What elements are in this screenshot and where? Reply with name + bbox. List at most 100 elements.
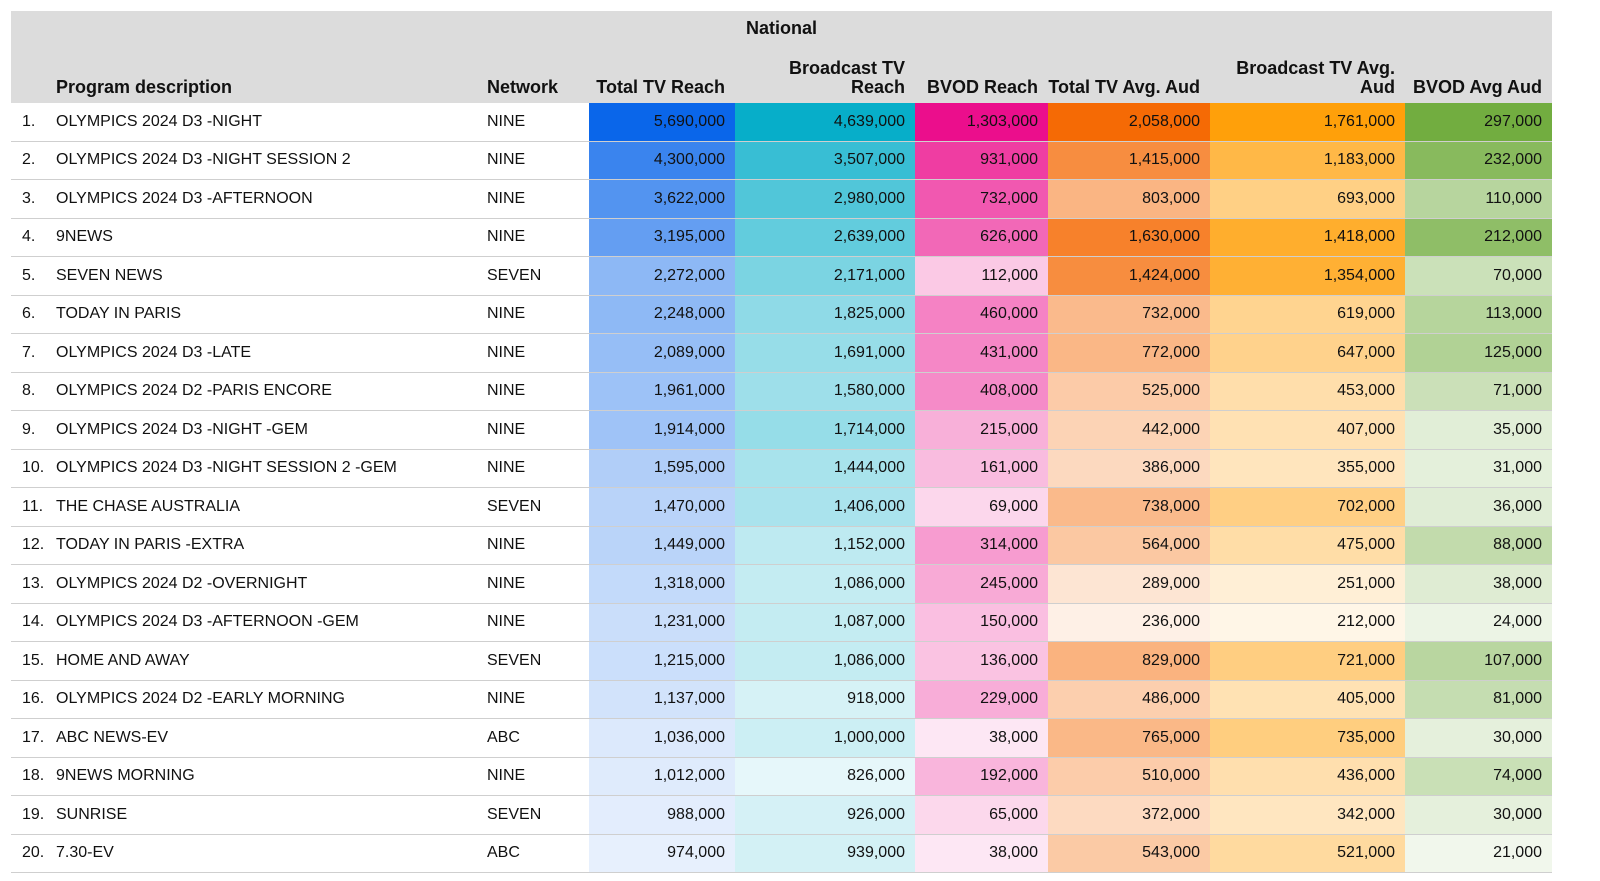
broadcast-tv-avg-aud-cell: 693,000: [1210, 179, 1405, 219]
total-tv-reach-cell: 1,318,000: [589, 564, 735, 604]
column-header-broadcast-tv-reach: Broadcast TV Reach: [735, 46, 915, 103]
total-tv-avg-aud-cell: 543,000: [1048, 834, 1210, 873]
group-header-row: National: [11, 11, 1552, 46]
total-tv-avg-aud-cell: 372,000: [1048, 795, 1210, 835]
bvod-reach-cell: 460,000: [915, 295, 1048, 334]
rank-cell: 17.: [11, 718, 56, 758]
table-row: 11. THE CHASE AUSTRALIA SEVEN 1,470,000 1,40…: [11, 487, 1552, 527]
network-cell: NINE: [487, 179, 589, 219]
broadcast-tv-avg-aud-cell: 721,000: [1210, 641, 1405, 681]
broadcast-tv-avg-aud-cell: 1,354,000: [1210, 256, 1405, 296]
column-header-broadcast-tv-avg-aud: Broadcast TV Avg. Aud: [1210, 46, 1405, 103]
table-row: 1. OLYMPICS 2024 D3 -NIGHT NINE 5,690,000 4,…: [11, 103, 1552, 142]
bvod-avg-aud-cell: 125,000: [1405, 333, 1552, 373]
broadcast-tv-reach-cell: 1,086,000: [735, 564, 915, 604]
bvod-reach-cell: 192,000: [915, 757, 1048, 796]
rank-cell: 16.: [11, 680, 56, 719]
program-cell: OLYMPICS 2024 D2 -OVERNIGHT: [56, 564, 487, 604]
network-cell: NINE: [487, 141, 589, 180]
total-tv-reach-cell: 1,012,000: [589, 757, 735, 796]
broadcast-tv-avg-aud-cell: 475,000: [1210, 526, 1405, 565]
ratings-table: National Program description Network Tot…: [11, 11, 1552, 873]
broadcast-tv-reach-cell: 1,444,000: [735, 449, 915, 488]
rank-cell: 7.: [11, 333, 56, 373]
table-row: 15. HOME AND AWAY SEVEN 1,215,000 1,086,000 1…: [11, 641, 1552, 681]
network-cell: NINE: [487, 757, 589, 796]
program-cell: OLYMPICS 2024 D2 -PARIS ENCORE: [56, 372, 487, 411]
total-tv-avg-aud-cell: 442,000: [1048, 410, 1210, 450]
broadcast-tv-avg-aud-cell: 647,000: [1210, 333, 1405, 373]
bvod-reach-cell: 1,303,000: [915, 103, 1048, 142]
rank-cell: 5.: [11, 256, 56, 296]
program-cell: OLYMPICS 2024 D3 -NIGHT: [56, 103, 487, 142]
rank-cell: 15.: [11, 641, 56, 681]
broadcast-tv-reach-cell: 1,406,000: [735, 487, 915, 527]
program-cell: OLYMPICS 2024 D3 -NIGHT SESSION 2 -GEM: [56, 449, 487, 488]
broadcast-tv-avg-aud-cell: 521,000: [1210, 834, 1405, 873]
bvod-avg-aud-cell: 71,000: [1405, 372, 1552, 411]
bvod-reach-cell: 215,000: [915, 410, 1048, 450]
total-tv-avg-aud-cell: 738,000: [1048, 487, 1210, 527]
network-cell: NINE: [487, 333, 589, 373]
table-row: 18. 9NEWS MORNING NINE 1,012,000 826,000 192,…: [11, 757, 1552, 796]
column-header-bvod-avg-aud: BVOD Avg Aud: [1405, 46, 1552, 103]
column-header-row: Program description Network Total TV Rea…: [11, 46, 1552, 103]
total-tv-avg-aud-cell: 1,630,000: [1048, 218, 1210, 257]
bvod-avg-aud-cell: 107,000: [1405, 641, 1552, 681]
network-cell: NINE: [487, 564, 589, 604]
total-tv-reach-cell: 2,272,000: [589, 256, 735, 296]
broadcast-tv-avg-aud-cell: 436,000: [1210, 757, 1405, 796]
bvod-reach-cell: 732,000: [915, 179, 1048, 219]
table-row: 12. TODAY IN PARIS -EXTRA NINE 1,449,000 1,1…: [11, 526, 1552, 565]
table-row: 4. 9NEWS NINE 3,195,000 2,639,000 626,000 1,63…: [11, 218, 1552, 257]
column-header-total-tv-avg-aud: Total TV Avg. Aud: [1048, 46, 1210, 103]
rank-cell: 9.: [11, 410, 56, 450]
table-row: 13. OLYMPICS 2024 D2 -OVERNIGHT NINE 1,318,…: [11, 564, 1552, 604]
broadcast-tv-reach-cell: 3,507,000: [735, 141, 915, 180]
broadcast-tv-reach-cell: 2,639,000: [735, 218, 915, 257]
bvod-avg-aud-cell: 110,000: [1405, 179, 1552, 219]
program-cell: OLYMPICS 2024 D3 -AFTERNOON -GEM: [56, 603, 487, 642]
total-tv-reach-cell: 4,300,000: [589, 141, 735, 180]
network-cell: ABC: [487, 834, 589, 873]
rank-cell: 18.: [11, 757, 56, 796]
table-row: 17. ABC NEWS-EV ABC 1,036,000 1,000,000 38,00…: [11, 718, 1552, 758]
bvod-avg-aud-cell: 31,000: [1405, 449, 1552, 488]
bvod-avg-aud-cell: 232,000: [1405, 141, 1552, 180]
total-tv-reach-cell: 2,248,000: [589, 295, 735, 334]
program-cell: OLYMPICS 2024 D3 -AFTERNOON: [56, 179, 487, 219]
total-tv-avg-aud-cell: 1,415,000: [1048, 141, 1210, 180]
bvod-reach-cell: 245,000: [915, 564, 1048, 604]
network-cell: NINE: [487, 680, 589, 719]
rank-cell: 1.: [11, 103, 56, 142]
broadcast-tv-avg-aud-cell: 407,000: [1210, 410, 1405, 450]
bvod-reach-cell: 38,000: [915, 718, 1048, 758]
program-cell: SEVEN NEWS: [56, 256, 487, 296]
network-cell: SEVEN: [487, 641, 589, 681]
rank-cell: 12.: [11, 526, 56, 565]
total-tv-avg-aud-cell: 765,000: [1048, 718, 1210, 758]
bvod-avg-aud-cell: 74,000: [1405, 757, 1552, 796]
rank-cell: 13.: [11, 564, 56, 604]
total-tv-avg-aud-cell: 525,000: [1048, 372, 1210, 411]
total-tv-avg-aud-cell: 772,000: [1048, 333, 1210, 373]
broadcast-tv-reach-cell: 1,825,000: [735, 295, 915, 334]
column-header-total-tv-reach: Total TV Reach: [589, 46, 735, 103]
table-row: 5. SEVEN NEWS SEVEN 2,272,000 2,171,000 112,0…: [11, 256, 1552, 296]
bvod-reach-cell: 626,000: [915, 218, 1048, 257]
column-header-rank: [11, 46, 56, 103]
total-tv-avg-aud-cell: 1,424,000: [1048, 256, 1210, 296]
network-cell: NINE: [487, 295, 589, 334]
bvod-avg-aud-cell: 30,000: [1405, 718, 1552, 758]
network-cell: NINE: [487, 449, 589, 488]
network-cell: SEVEN: [487, 256, 589, 296]
network-cell: NINE: [487, 218, 589, 257]
bvod-avg-aud-cell: 24,000: [1405, 603, 1552, 642]
table-row: 16. OLYMPICS 2024 D2 -EARLY MORNING NINE 1,…: [11, 680, 1552, 719]
program-cell: OLYMPICS 2024 D3 -NIGHT -GEM: [56, 410, 487, 450]
rank-cell: 3.: [11, 179, 56, 219]
bvod-reach-cell: 314,000: [915, 526, 1048, 565]
table-row: 8. OLYMPICS 2024 D2 -PARIS ENCORE NINE 1,96…: [11, 372, 1552, 411]
bvod-avg-aud-cell: 212,000: [1405, 218, 1552, 257]
network-cell: NINE: [487, 526, 589, 565]
